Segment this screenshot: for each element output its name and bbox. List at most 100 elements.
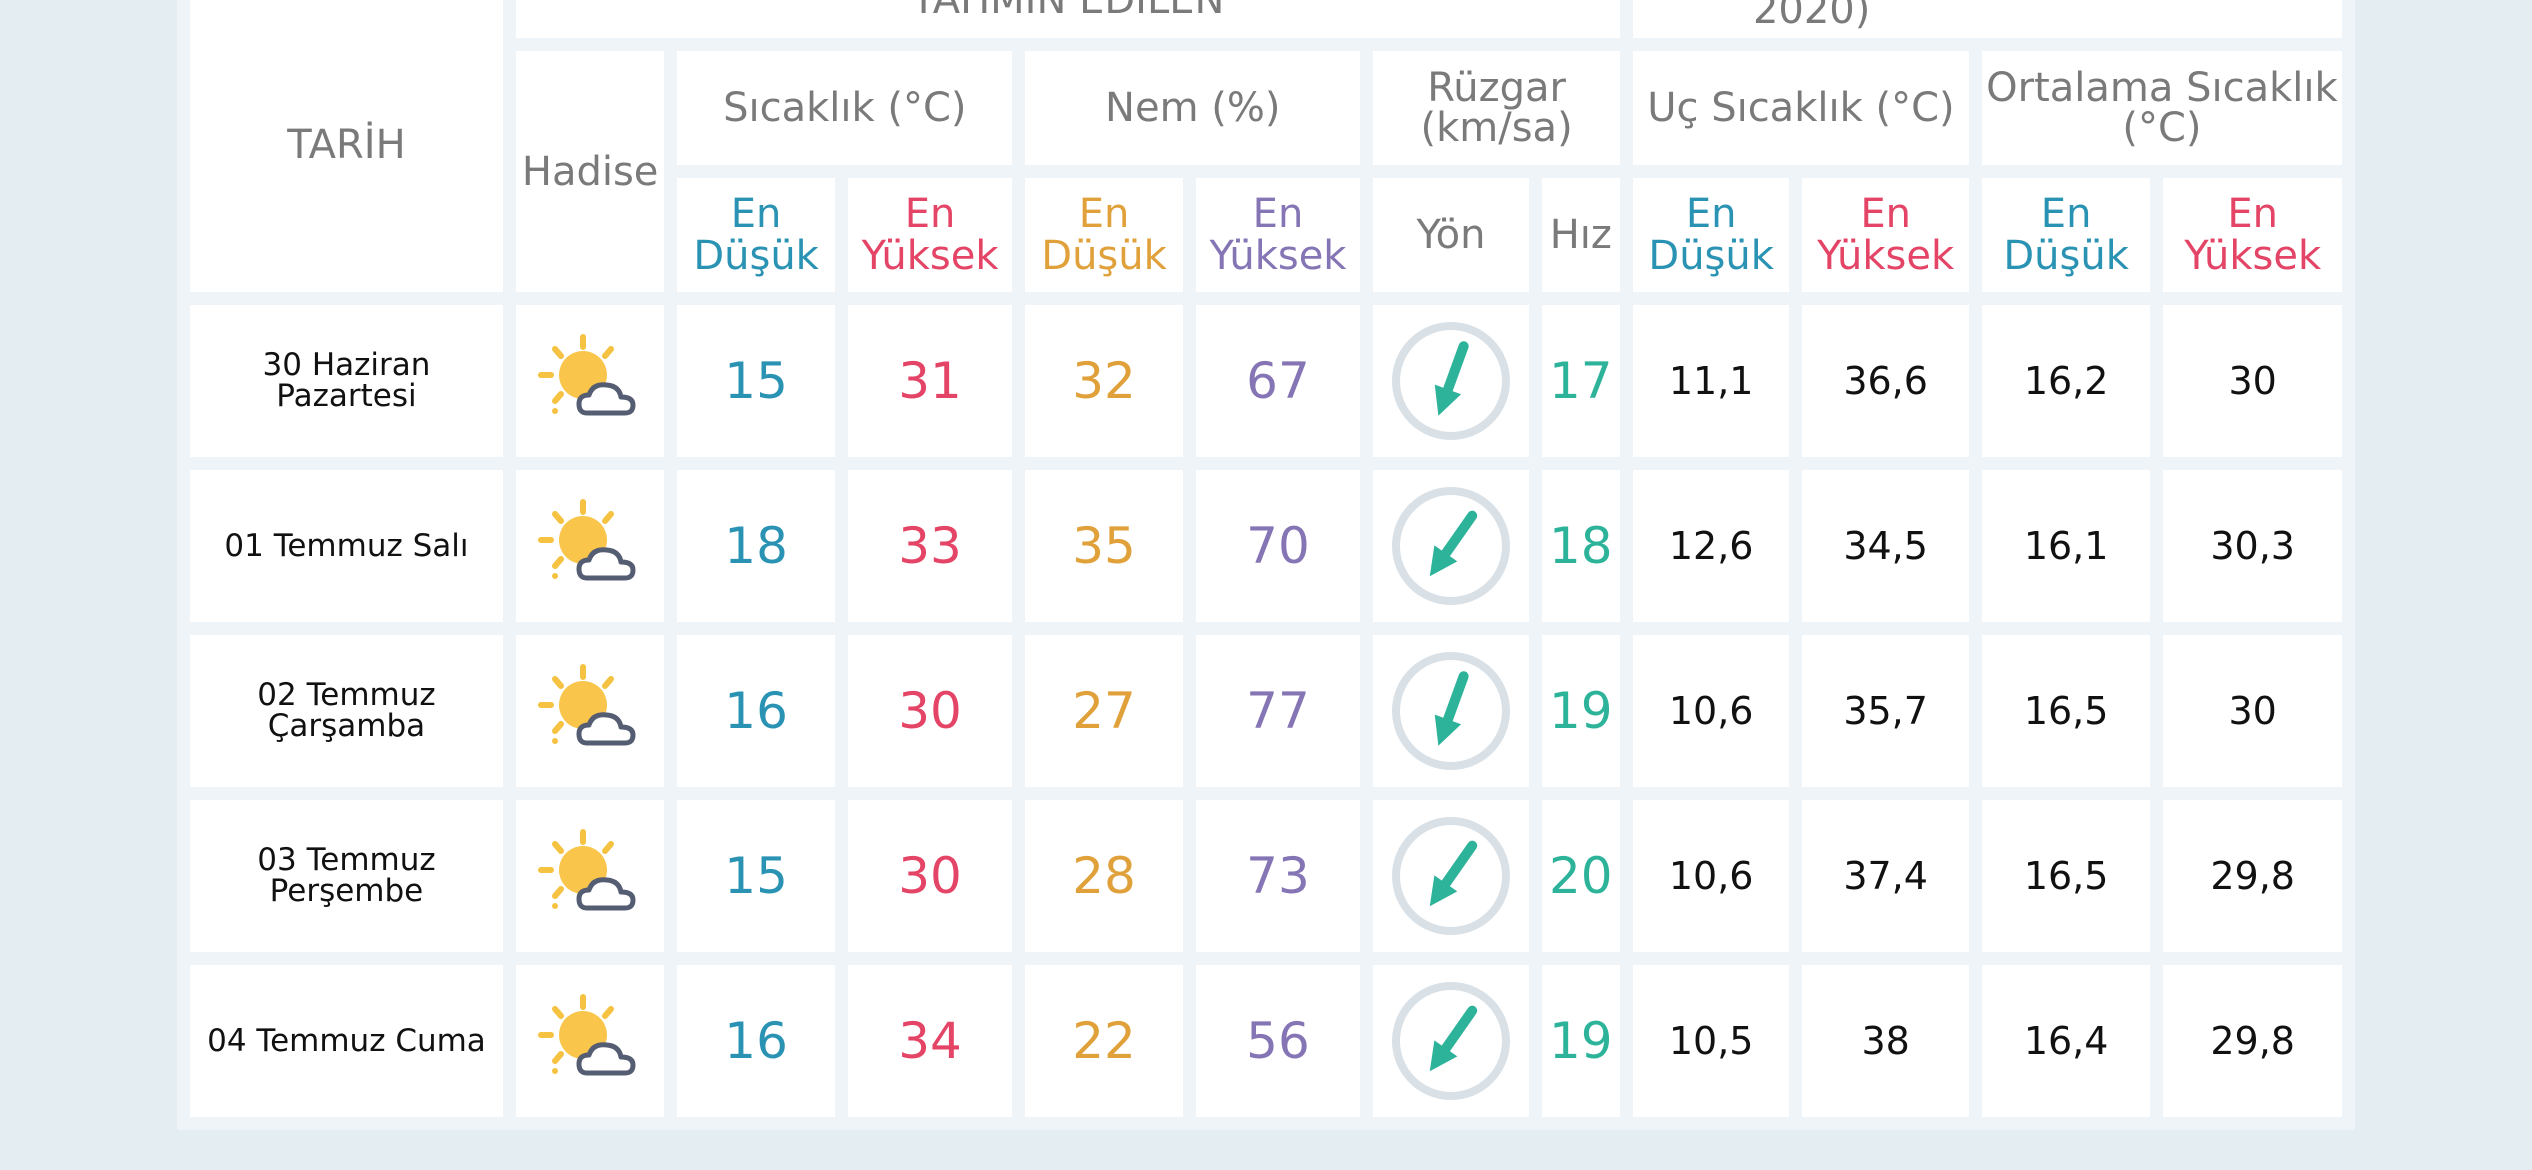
average-high-cell: 29,8 — [2163, 800, 2342, 952]
humidity-low-cell: 32 — [1025, 305, 1183, 457]
event-cell — [515, 965, 665, 1117]
average-low-cell: 16,4 — [1981, 965, 2151, 1117]
average-high-cell: 29,8 — [2163, 965, 2342, 1117]
wind-speed-cell: 18 — [1541, 470, 1620, 622]
humidity-high-cell: 73 — [1195, 800, 1361, 952]
extreme-low-cell: 12,6 — [1632, 470, 1790, 622]
wind-direction-icon — [1391, 487, 1510, 605]
temp-low-header: En Düşük — [677, 178, 835, 292]
low-label-2: Düşük — [1041, 233, 1167, 279]
extreme-high-cell: 35,7 — [1802, 635, 1969, 787]
temp-low-cell: 15 — [677, 305, 835, 457]
temp-high-cell: 33 — [847, 470, 1013, 622]
date-header: TARİH — [190, 0, 503, 292]
wind-header: Rüzgar (km/sa) — [1373, 51, 1620, 165]
humidity-high-cell: 67 — [1195, 305, 1361, 457]
extreme-low-cell: 10,5 — [1632, 965, 1790, 1117]
temp-low-cell: 16 — [677, 965, 835, 1117]
humidity-high-cell: 77 — [1195, 635, 1361, 787]
event-cell — [515, 305, 665, 457]
temp-high-cell: 31 — [847, 305, 1013, 457]
humidity-low-cell: 22 — [1025, 965, 1183, 1117]
high-label-2: Yüksek — [2184, 233, 2322, 279]
temp-low-cell: 18 — [677, 470, 835, 622]
partly-cloudy-icon — [538, 994, 636, 1076]
partly-cloudy-icon — [538, 499, 636, 581]
high-label-1: En — [1860, 191, 1911, 237]
partly-cloudy-icon — [538, 829, 636, 911]
average-high-cell: 30,3 — [2163, 470, 2342, 622]
average-high-cell: 30 — [2163, 305, 2342, 457]
wind-speed-header: Hız — [1541, 178, 1620, 292]
date-cell: 30 Haziran Pazartesi — [190, 305, 503, 457]
humidity-high-cell: 56 — [1195, 965, 1361, 1117]
average-low-cell: 16,1 — [1981, 470, 2151, 622]
event-cell — [515, 800, 665, 952]
average-temp-header-line1: Ortalama Sıcaklık — [1986, 65, 2338, 111]
average-low-cell: 16,5 — [1981, 635, 2151, 787]
average-high-header: En Yüksek — [2163, 178, 2342, 292]
extreme-temp-header: Uç Sıcaklık (°C) — [1632, 51, 1969, 165]
extreme-low-cell: 10,6 — [1632, 800, 1790, 952]
date-cell: 02 Temmuz Çarşamba — [190, 635, 503, 787]
low-label-1: En — [1078, 191, 1130, 237]
average-low-cell: 16,5 — [1981, 800, 2151, 952]
low-label-2: Düşük — [1648, 233, 1774, 279]
average-high-cell: 30 — [2163, 635, 2342, 787]
humidity-high-cell: 70 — [1195, 470, 1361, 622]
low-label-2: Düşük — [693, 233, 819, 279]
date-cell: 01 Temmuz Salı — [190, 470, 503, 622]
forecast-row: 04 Temmuz Cuma 16 34 22 56 — [190, 965, 2342, 1117]
wind-direction-header: Yön — [1373, 178, 1529, 292]
temp-low-cell: 15 — [677, 800, 835, 952]
event-cell — [515, 470, 665, 622]
high-label-2: Yüksek — [1817, 233, 1955, 279]
temperature-header: Sıcaklık (°C) — [677, 51, 1013, 165]
date-line1: 02 Temmuz — [257, 677, 436, 713]
wind-direction-cell — [1373, 470, 1529, 622]
date-line1: 04 Temmuz Cuma — [207, 1022, 486, 1059]
extreme-low-header: En Düşük — [1632, 178, 1790, 292]
temp-high-header: En Yüksek — [847, 178, 1013, 292]
extreme-high-header: En Yüksek — [1802, 178, 1969, 292]
wind-direction-icon — [1391, 652, 1510, 770]
forecast-row: 03 Temmuz Perşembe 15 30 28 73 — [190, 800, 2342, 952]
low-label-2: Düşük — [2003, 233, 2129, 279]
forecast-table-container: TARİH TAHMİN EDİLEN 2020) Hadise Sıcaklı… — [177, 0, 2355, 1130]
partly-cloudy-icon — [538, 334, 636, 416]
high-label-2: Yüksek — [1209, 233, 1347, 279]
high-label-1: En — [2227, 191, 2278, 237]
wind-speed-cell: 20 — [1541, 800, 1620, 952]
wind-speed-cell: 19 — [1541, 635, 1620, 787]
extreme-high-cell: 36,6 — [1802, 305, 1969, 457]
event-header: Hadise — [515, 51, 665, 292]
forecast-row: 30 Haziran Pazartesi 15 31 32 67 — [190, 305, 2342, 457]
wind-direction-cell — [1373, 635, 1529, 787]
average-temp-header: Ortalama Sıcaklık (°C) — [1981, 51, 2342, 165]
wind-speed-cell: 19 — [1541, 965, 1620, 1117]
date-line1: 03 Temmuz — [257, 842, 436, 878]
wind-direction-icon — [1391, 322, 1510, 440]
extreme-high-cell: 38 — [1802, 965, 1969, 1117]
date-line1: 30 Haziran Pazartesi — [262, 347, 431, 414]
low-label-1: En — [2040, 191, 2092, 237]
wind-header-line1: Rüzgar — [1427, 65, 1566, 111]
wind-direction-cell — [1373, 305, 1529, 457]
wind-speed-cell: 17 — [1541, 305, 1620, 457]
wind-direction-cell — [1373, 800, 1529, 952]
observed-group-label: 2020) — [1752, 0, 1871, 33]
temp-high-cell: 34 — [847, 965, 1013, 1117]
high-label-2: Yüksek — [861, 233, 999, 279]
date-line1: 01 Temmuz Salı — [224, 527, 469, 564]
date-cell: 03 Temmuz Perşembe — [190, 800, 503, 952]
humidity-header: Nem (%) — [1025, 51, 1361, 165]
extreme-high-cell: 34,5 — [1802, 470, 1969, 622]
average-low-cell: 16,2 — [1981, 305, 2151, 457]
date-line2: Perşembe — [269, 873, 424, 909]
humidity-low-cell: 28 — [1025, 800, 1183, 952]
wind-header-line2: (km/sa) — [1420, 105, 1573, 151]
forecast-group-header: TAHMİN EDİLEN — [515, 0, 1620, 38]
extreme-low-cell: 10,6 — [1632, 635, 1790, 787]
temp-low-cell: 16 — [677, 635, 835, 787]
observed-group-header: 2020) — [1632, 0, 2342, 38]
